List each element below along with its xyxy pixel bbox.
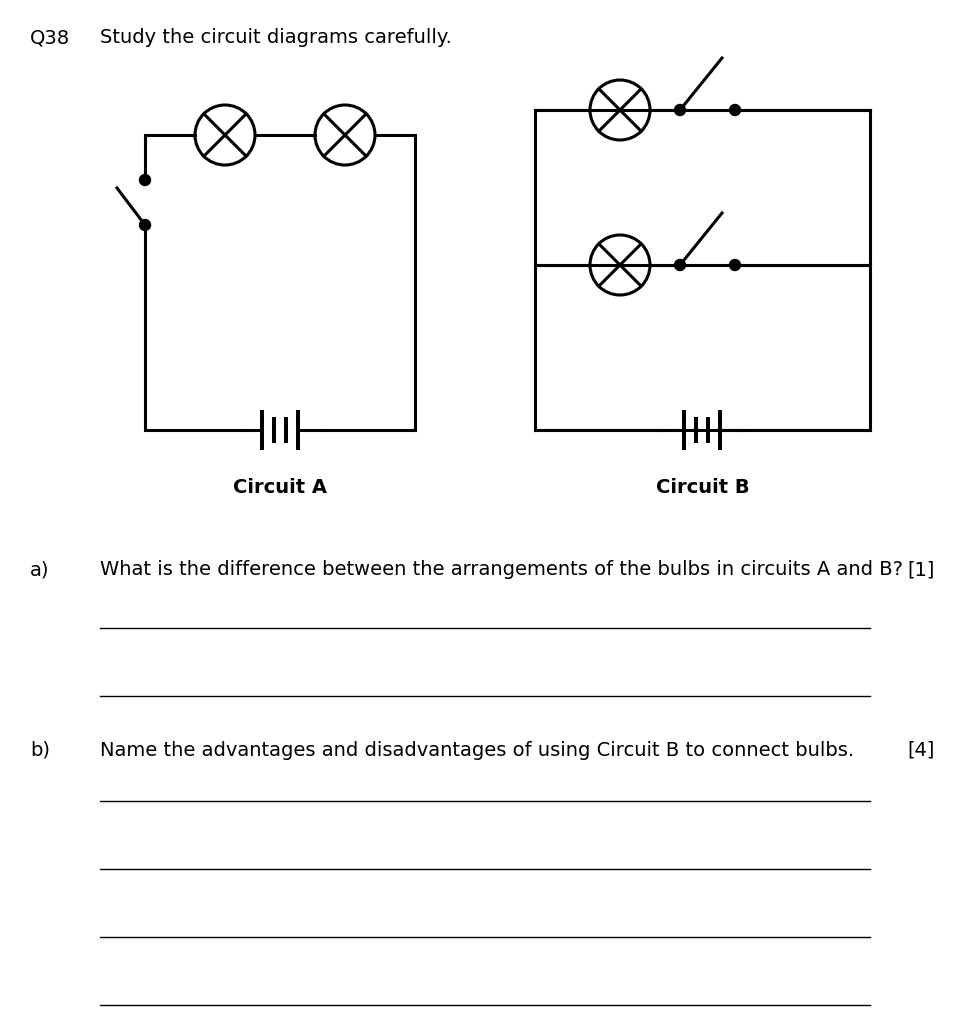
Circle shape (675, 104, 685, 116)
Text: What is the difference between the arrangements of the bulbs in circuits A and B: What is the difference between the arran… (100, 560, 903, 579)
Text: b): b) (30, 741, 50, 760)
Text: Study the circuit diagrams carefully.: Study the circuit diagrams carefully. (100, 28, 452, 47)
Text: a): a) (30, 560, 49, 579)
Circle shape (140, 174, 150, 185)
Text: [4]: [4] (908, 741, 935, 760)
Text: [1]: [1] (908, 560, 935, 579)
Text: Name the advantages and disadvantages of using Circuit B to connect bulbs.: Name the advantages and disadvantages of… (100, 741, 854, 760)
Text: Circuit B: Circuit B (656, 478, 749, 497)
Circle shape (675, 259, 685, 270)
Circle shape (730, 104, 740, 116)
Text: Circuit A: Circuit A (233, 478, 327, 497)
Text: Q38: Q38 (30, 28, 70, 47)
Circle shape (140, 219, 150, 230)
Circle shape (730, 259, 740, 270)
